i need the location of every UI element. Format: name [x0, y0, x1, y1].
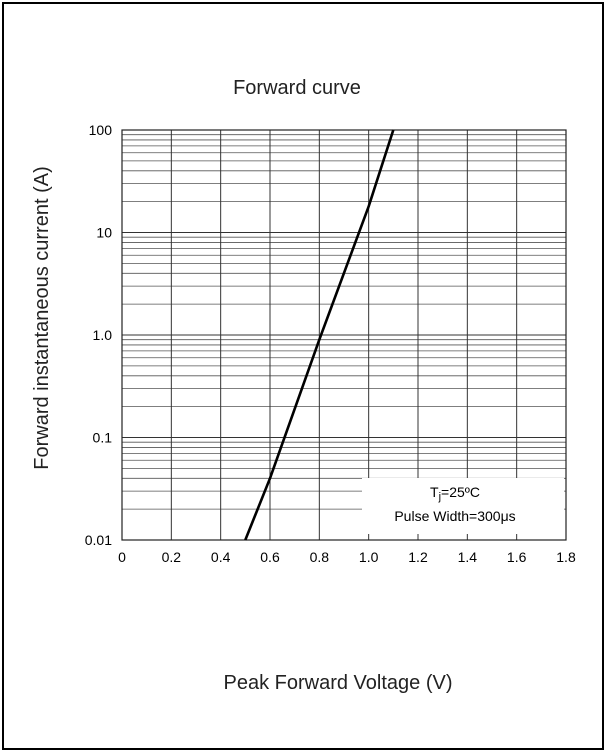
- x-tick-label: 0.6: [260, 549, 280, 565]
- plot-border: [121, 129, 567, 541]
- annotation-line-1: Tj=25ºC: [430, 484, 480, 503]
- y-axis-label: Forward instantaneous current (A): [31, 166, 53, 469]
- y-tick-label: 10: [96, 225, 112, 241]
- tick-labels: 0 0.2 0.4 0.6 0.8 1.0 1.2 1.4 1.6 1.8 0.01 0.1 1.0 10…: [85, 122, 576, 565]
- x-tick-label: 1.2: [408, 549, 428, 565]
- chart-title: Forward curve: [233, 77, 361, 99]
- y-tick-label: 1.0: [93, 327, 113, 343]
- y-tick-label: 100: [89, 122, 113, 138]
- x-axis-label: Peak Forward Voltage (V): [224, 672, 453, 694]
- x-tick-label: 0.8: [310, 549, 330, 565]
- annotation-background: [362, 478, 564, 534]
- y-tick-label: 0.1: [93, 430, 113, 446]
- forward-curve-line: [244, 129, 395, 541]
- annotation-box: Tj=25ºC Pulse Width=300μs: [362, 478, 564, 534]
- y-tick-label: 0.01: [85, 532, 112, 548]
- x-tick-label: 0.2: [162, 549, 182, 565]
- grid-lines: [121, 129, 567, 541]
- x-tick-label: 0.4: [211, 549, 231, 565]
- x-tick-label: 0: [118, 549, 126, 565]
- x-tick-label: 1.4: [458, 549, 478, 565]
- x-tick-label: 1.0: [359, 549, 379, 565]
- plot-series: [244, 129, 395, 541]
- x-tick-label: 1.8: [556, 549, 576, 565]
- annotation-line-2: Pulse Width=300μs: [394, 508, 515, 524]
- x-tick-label: 1.6: [507, 549, 527, 565]
